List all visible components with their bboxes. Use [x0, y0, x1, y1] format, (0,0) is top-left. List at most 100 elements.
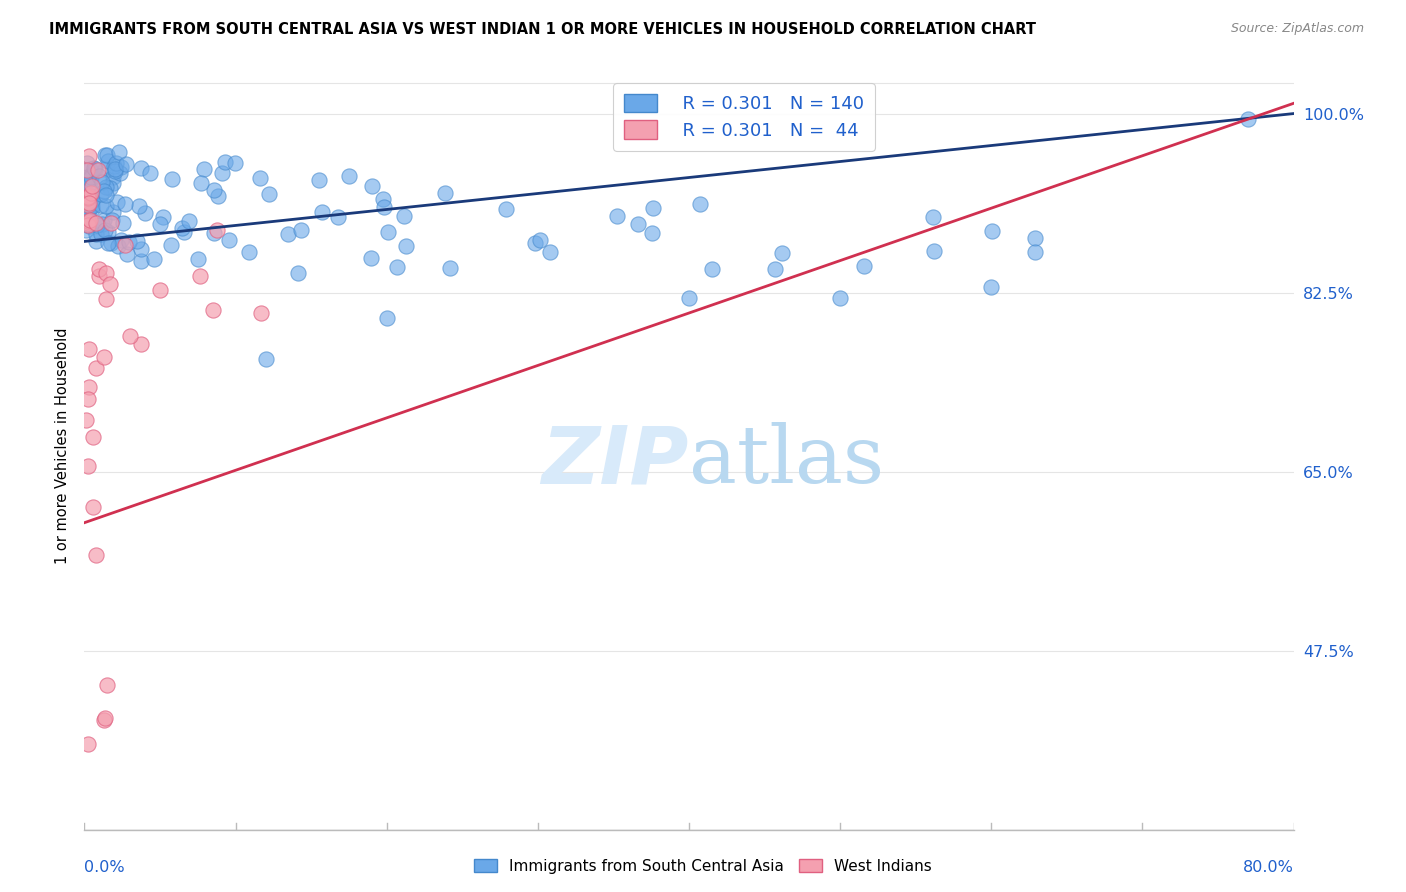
Point — [254, 352, 277, 367]
Text: atlas: atlas — [689, 422, 884, 500]
Point — [96, 292, 118, 306]
Point — [96, 199, 118, 213]
Point — [110, 233, 132, 247]
Point — [211, 166, 233, 180]
Point — [127, 234, 149, 248]
Point — [641, 201, 664, 215]
Point — [924, 244, 946, 259]
Text: IMMIGRANTS FROM SOUTH CENTRAL ASIA VS WEST INDIAN 1 OR MORE VEHICLES IN HOUSEHOL: IMMIGRANTS FROM SOUTH CENTRAL ASIA VS WE… — [49, 22, 1036, 37]
Point — [361, 178, 384, 193]
Point — [90, 176, 112, 190]
Point — [186, 252, 208, 267]
Point — [201, 302, 224, 317]
Point — [495, 202, 517, 216]
Point — [852, 259, 875, 273]
Point — [94, 180, 117, 194]
Point — [77, 214, 100, 228]
Point — [138, 166, 160, 180]
Point — [433, 186, 456, 201]
Point — [80, 194, 103, 208]
Point — [100, 235, 122, 250]
Point — [627, 218, 650, 232]
Point — [87, 162, 110, 177]
Point — [375, 311, 398, 326]
Point — [77, 191, 100, 205]
Point — [373, 200, 395, 214]
Point — [94, 148, 117, 162]
Point — [97, 236, 120, 251]
Point — [76, 211, 98, 225]
Point — [524, 235, 547, 250]
Point — [202, 226, 225, 240]
Text: Source: ZipAtlas.com: Source: ZipAtlas.com — [1230, 22, 1364, 36]
Point — [177, 214, 200, 228]
Point — [87, 169, 110, 183]
Point — [830, 291, 852, 305]
Point — [82, 178, 104, 193]
Point — [326, 210, 349, 224]
Point — [290, 223, 312, 237]
Point — [152, 210, 174, 224]
Point — [173, 225, 195, 239]
Point — [94, 187, 117, 202]
Point — [114, 197, 136, 211]
Point — [257, 186, 280, 201]
Point — [193, 161, 215, 176]
Point — [385, 260, 408, 274]
Point — [96, 148, 118, 162]
Point — [93, 184, 115, 198]
Point — [188, 268, 211, 283]
Point — [80, 198, 103, 212]
Point — [120, 329, 142, 343]
Point — [76, 219, 98, 233]
Point — [77, 207, 100, 221]
Point — [249, 170, 271, 185]
Point — [922, 210, 945, 224]
Point — [82, 500, 104, 515]
Point — [249, 306, 271, 320]
Point — [79, 176, 101, 190]
Point — [104, 156, 127, 170]
Point — [75, 194, 97, 209]
Point — [77, 190, 100, 204]
Point — [84, 234, 107, 248]
Point — [538, 244, 561, 259]
Point — [97, 154, 120, 169]
Point — [93, 212, 115, 227]
Point — [77, 216, 100, 230]
Point — [529, 233, 551, 247]
Point — [308, 172, 330, 186]
Point — [763, 262, 786, 277]
Point — [83, 162, 105, 177]
Point — [1237, 112, 1260, 126]
Point — [360, 251, 382, 265]
Point — [77, 219, 100, 233]
Point — [76, 194, 98, 209]
Point — [77, 196, 100, 211]
Point — [689, 197, 711, 211]
Point — [75, 412, 97, 426]
Point — [94, 265, 117, 279]
Point — [98, 181, 121, 195]
Text: 0.0%: 0.0% — [84, 860, 125, 875]
Point — [394, 209, 416, 223]
Point — [110, 160, 132, 174]
Point — [770, 246, 793, 260]
Point — [1024, 244, 1046, 259]
Point — [131, 337, 153, 351]
Point — [377, 225, 399, 239]
Point — [149, 217, 172, 231]
Point — [77, 169, 100, 184]
Point — [79, 189, 101, 203]
Point — [287, 266, 309, 280]
Point — [107, 145, 129, 159]
Point — [214, 155, 236, 169]
Point — [143, 252, 166, 266]
Point — [77, 149, 100, 163]
Point — [79, 161, 101, 176]
Point — [105, 194, 128, 209]
Point — [207, 189, 229, 203]
Point — [104, 162, 127, 177]
Point — [678, 291, 700, 305]
Point — [75, 185, 97, 199]
